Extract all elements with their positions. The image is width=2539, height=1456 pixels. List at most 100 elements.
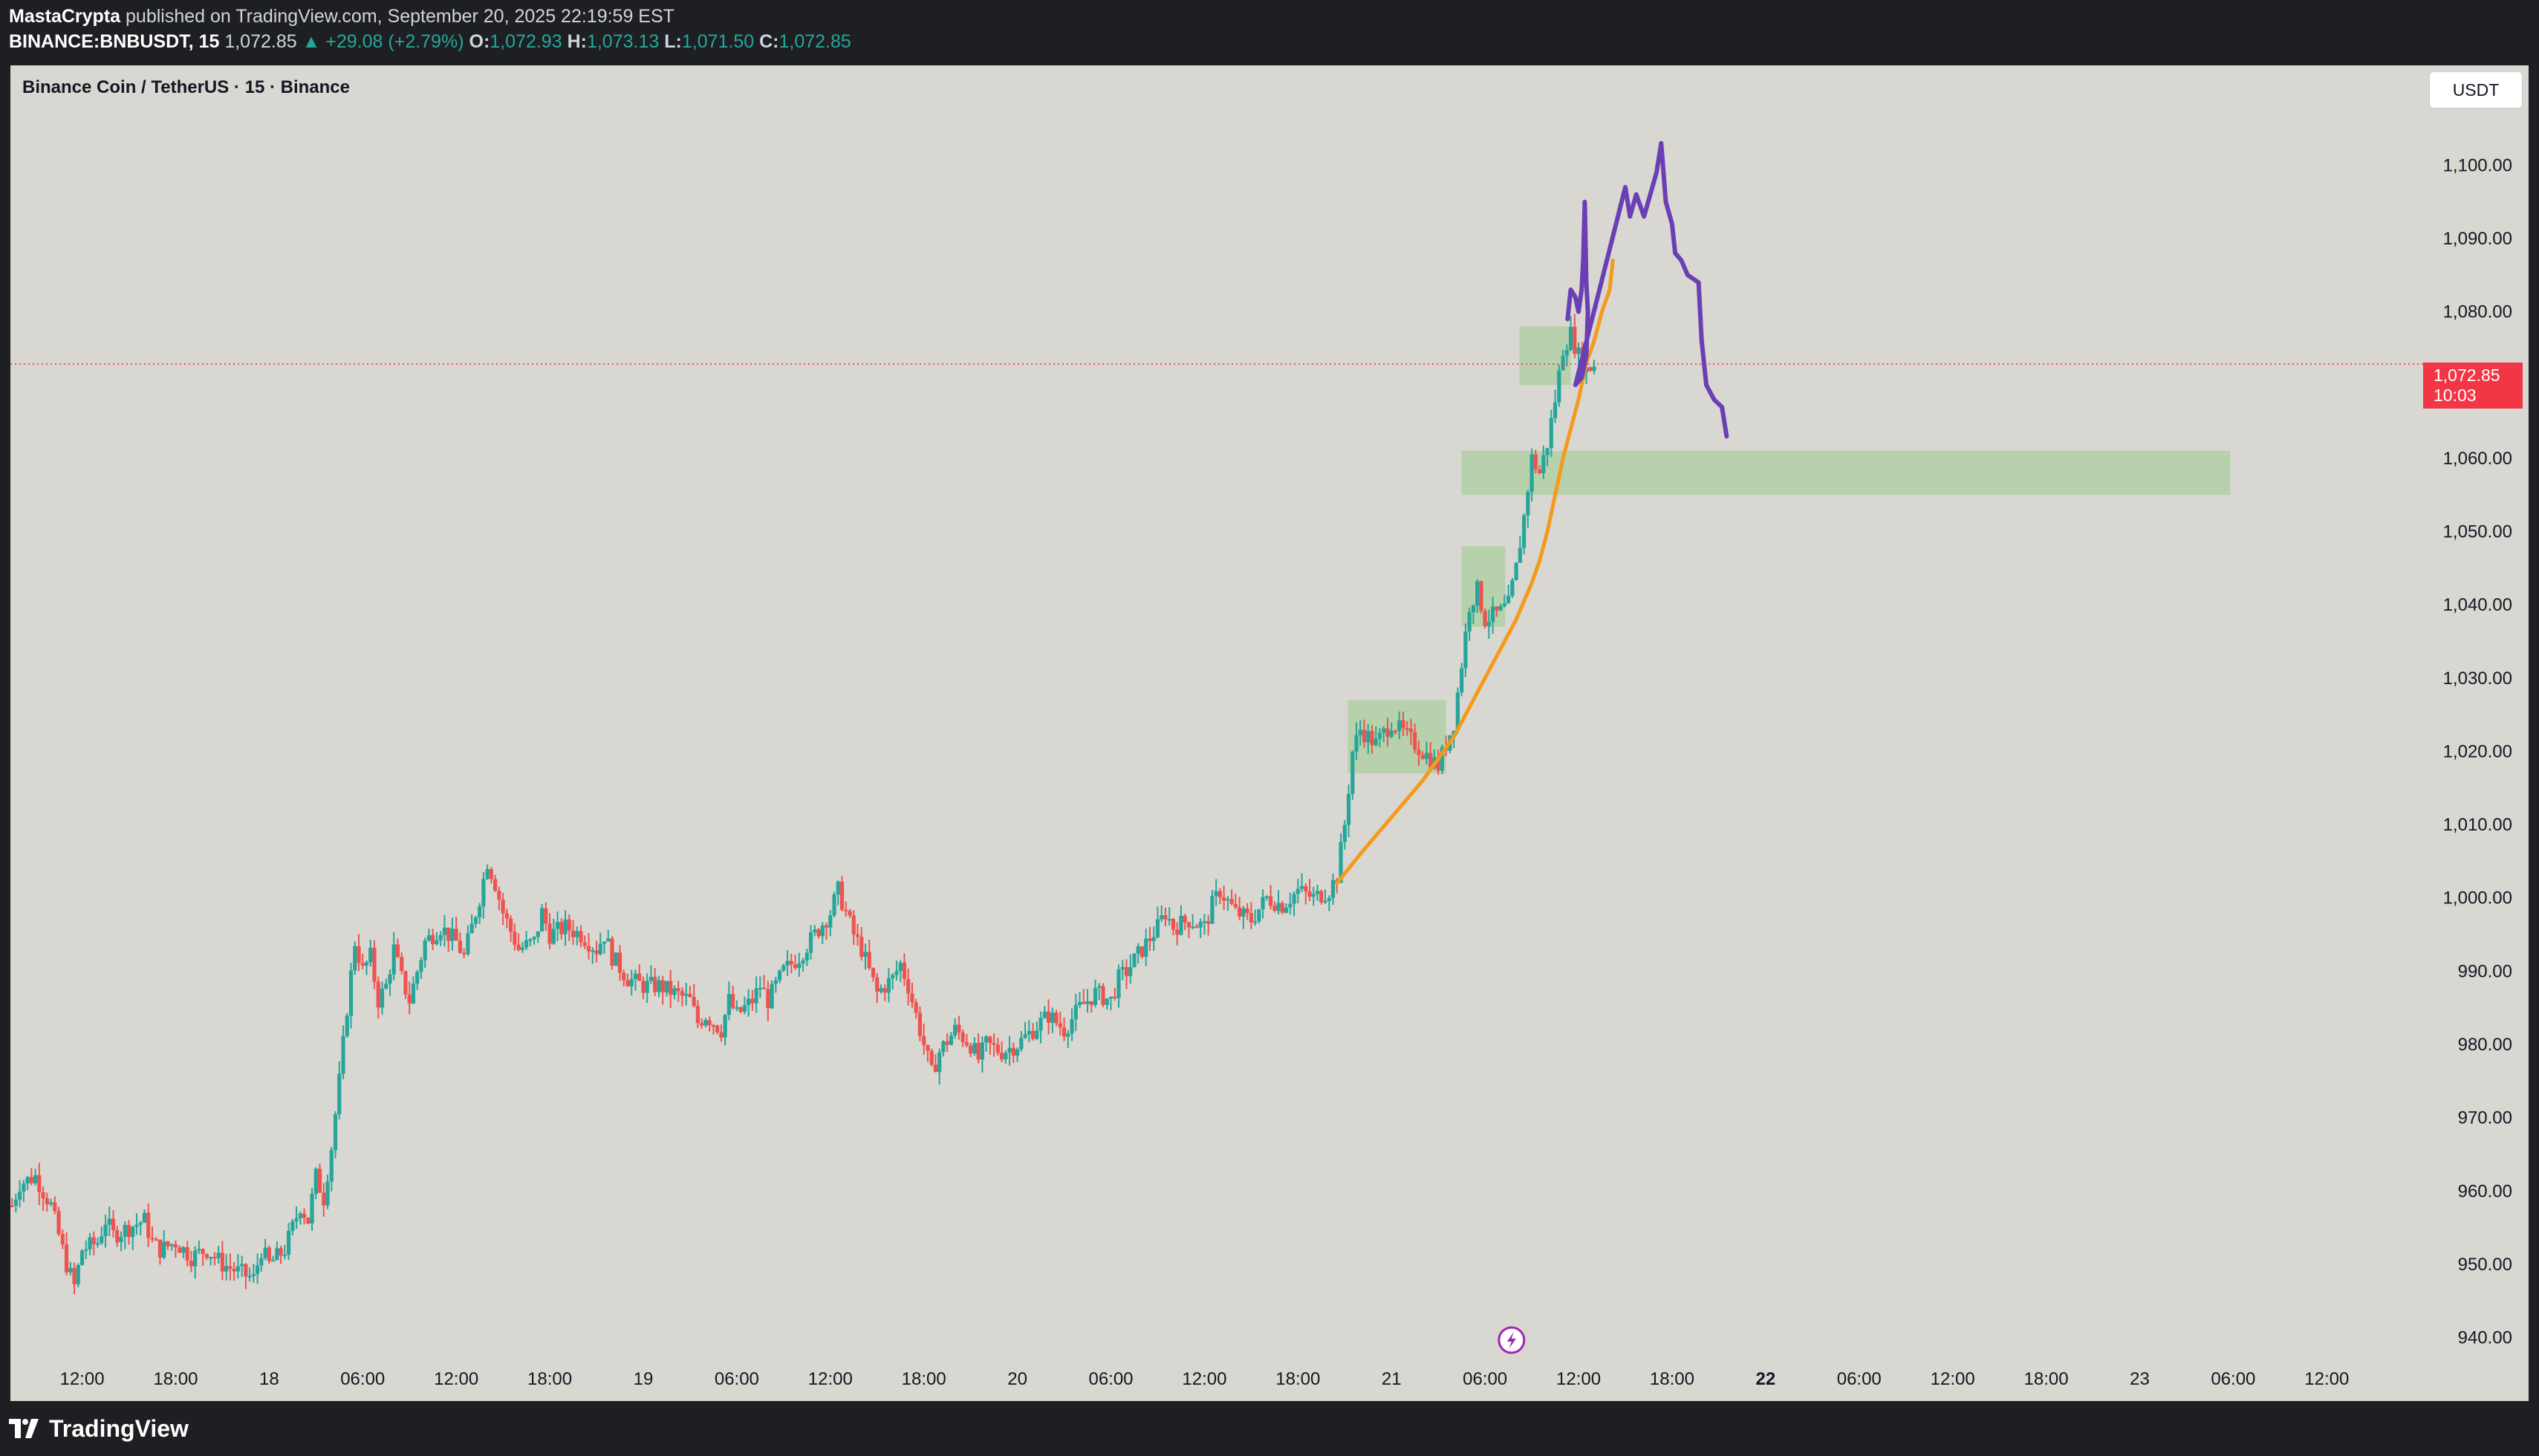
candle-down	[637, 973, 642, 981]
candle-down	[695, 1006, 700, 1024]
y-tick-label: 950.00	[2458, 1255, 2512, 1275]
candle-up	[48, 1202, 53, 1205]
candle-up	[1284, 907, 1289, 913]
candle-down	[45, 1197, 49, 1205]
candle-down	[688, 993, 692, 998]
candle-up	[657, 980, 661, 992]
candle-down	[244, 1264, 248, 1277]
candle-up	[251, 1274, 256, 1276]
candle-up	[898, 962, 903, 972]
candle-up	[1475, 581, 1480, 606]
candle-down	[60, 1234, 65, 1245]
chart-title: Binance Coin / TetherUS · 15 · Binance	[22, 77, 350, 97]
candle-up	[290, 1221, 295, 1231]
candle-up	[1210, 896, 1215, 924]
tradingview-logo[interactable]: TradingView	[9, 1410, 189, 1447]
candle-down	[178, 1247, 182, 1253]
candle-down	[855, 934, 860, 937]
candle-down	[824, 925, 829, 928]
candle-down	[988, 1036, 992, 1044]
candle-down	[91, 1237, 96, 1244]
candle-down	[1140, 946, 1145, 957]
candle-down	[501, 899, 505, 914]
candle-up	[1257, 909, 1261, 922]
candle-up	[703, 1020, 708, 1026]
candle-down	[902, 962, 907, 979]
candle-up	[555, 922, 560, 929]
y-tick-label: 960.00	[2458, 1181, 2512, 1201]
candle-up	[1506, 596, 1511, 604]
candle-up	[275, 1248, 279, 1261]
candle-up	[773, 980, 778, 984]
candle-up	[1541, 455, 1546, 473]
candle-up	[820, 925, 825, 937]
candle-up	[1144, 938, 1148, 957]
candle-down	[851, 915, 856, 935]
price-chart[interactable]: 1,110.001,100.001,090.001,080.001,070.00…	[10, 65, 2529, 1401]
candle-up	[1397, 720, 1402, 732]
close-label: C:	[759, 31, 779, 52]
candle-up	[1564, 350, 1569, 356]
candle-down	[676, 988, 680, 992]
candle-up	[1440, 747, 1445, 771]
candle-down	[150, 1238, 155, 1240]
candle-up	[435, 940, 439, 944]
publish-info: MastaCrypta published on TradingView.com…	[9, 6, 674, 27]
candle-up	[1545, 448, 1550, 455]
candle-up	[1382, 728, 1386, 733]
candle-up	[286, 1230, 291, 1255]
candle-down	[579, 931, 583, 943]
candle-up	[953, 1024, 958, 1036]
candle-up	[1455, 692, 1460, 731]
candle-down	[1222, 897, 1226, 901]
chart-area[interactable]: 1,110.001,100.001,090.001,080.001,070.00…	[10, 65, 2529, 1401]
candle-up	[528, 939, 533, 941]
candle-up	[1366, 731, 1371, 743]
candle-down	[1124, 966, 1129, 976]
candle-up	[1568, 327, 1573, 351]
candle-up	[1023, 1034, 1027, 1039]
x-tick-label: 18:00	[1275, 1369, 1320, 1389]
candle-up	[645, 981, 649, 993]
candle-down	[493, 879, 498, 891]
currency-unit-button[interactable]: USDT	[2429, 71, 2523, 108]
candle-down	[617, 952, 622, 973]
candle-up	[247, 1275, 252, 1278]
candle-down	[357, 946, 361, 963]
candle-down	[660, 980, 665, 992]
candle-down	[960, 1033, 965, 1042]
x-tick-label: 20	[1007, 1369, 1027, 1389]
candle-up	[419, 960, 423, 972]
candle-down	[173, 1244, 178, 1248]
candle-up	[1486, 622, 1491, 626]
candle-up	[828, 915, 833, 928]
y-tick-label: 1,030.00	[2443, 669, 2512, 689]
y-tick-label: 1,090.00	[2443, 229, 2512, 249]
candle-up	[672, 988, 677, 995]
candle-down	[462, 952, 466, 955]
candle-up	[1108, 996, 1114, 999]
candle-up	[1510, 579, 1515, 597]
candle-up	[1253, 921, 1258, 923]
candle-up	[1202, 921, 1207, 923]
author-name[interactable]: MastaCrypta	[9, 6, 121, 27]
candle-up	[79, 1250, 85, 1265]
y-tick-label: 940.00	[2458, 1328, 2512, 1348]
candle-up	[1561, 355, 1565, 371]
candle-up	[1521, 515, 1527, 548]
candle-down	[582, 942, 587, 946]
candle-up	[348, 970, 354, 1016]
candle-up	[119, 1236, 123, 1243]
candle-down	[1082, 1001, 1086, 1004]
candle-up	[1327, 897, 1331, 901]
candle-up	[863, 952, 868, 958]
candle-down	[793, 964, 798, 968]
candle-down	[992, 1043, 996, 1045]
candle-down	[454, 929, 458, 941]
candle-up	[442, 927, 447, 935]
candle-up	[469, 923, 474, 934]
candle-up	[1576, 347, 1581, 354]
candle-up	[1007, 1047, 1012, 1053]
candle-down	[910, 993, 914, 1003]
candle-down	[692, 997, 696, 1007]
